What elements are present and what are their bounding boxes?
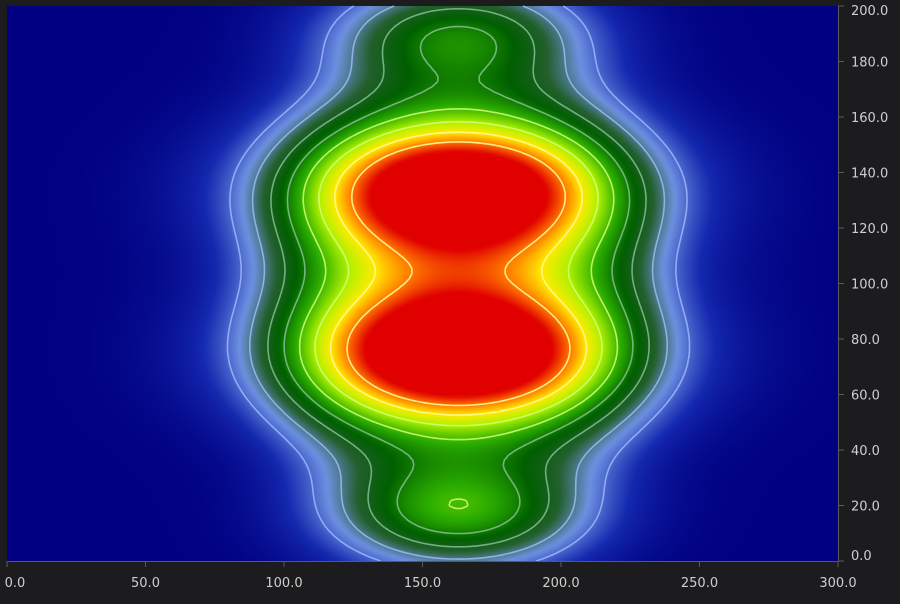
y-tick-label: 0.0: [851, 549, 872, 564]
y-tick-label: 100.0: [851, 278, 888, 293]
contour-level-7: [346, 141, 571, 407]
y-tick-label: 60.0: [851, 389, 880, 404]
y-tick-label: 120.0: [851, 222, 888, 237]
contour-level-1: [249, 5, 669, 560]
x-tick-label: 150.0: [404, 576, 441, 591]
contour-level-6: [329, 131, 588, 416]
contour-lines: [226, 5, 691, 562]
x-tick-label: 300.0: [819, 576, 856, 591]
contour-level-0: [226, 5, 691, 562]
y-tick-label: 80.0: [851, 333, 880, 348]
x-tick-label: 50.0: [131, 576, 160, 591]
y-tick-label: 20.0: [851, 500, 880, 515]
contour-level-2: [267, 8, 650, 548]
plot-area: [7, 5, 838, 562]
x-tick-label: 200.0: [542, 576, 579, 591]
y-tick-label: 200.0: [851, 4, 888, 19]
x-axis-ticks: 0.0 50.0 100.0 150.0 200.0 250.0 300.0: [5, 561, 857, 591]
x-tick-label: 0.0: [5, 576, 26, 591]
y-tick-label: 40.0: [851, 444, 880, 459]
y-axis-ticks: 0.0 20.0 40.0 60.0 80.0 100.0 120.0 140.0 160.0 1…: [838, 4, 888, 564]
contour-level-4: [298, 108, 619, 510]
y-tick-label: 180.0: [851, 56, 888, 71]
y-tick-label: 140.0: [851, 167, 888, 182]
contour-level-3: [283, 25, 634, 535]
x-tick-label: 100.0: [265, 576, 302, 591]
contour-level-5: [314, 121, 603, 427]
x-tick-label: 250.0: [681, 576, 718, 591]
y-tick-label: 160.0: [851, 111, 888, 126]
heatmap-image: [7, 6, 838, 561]
